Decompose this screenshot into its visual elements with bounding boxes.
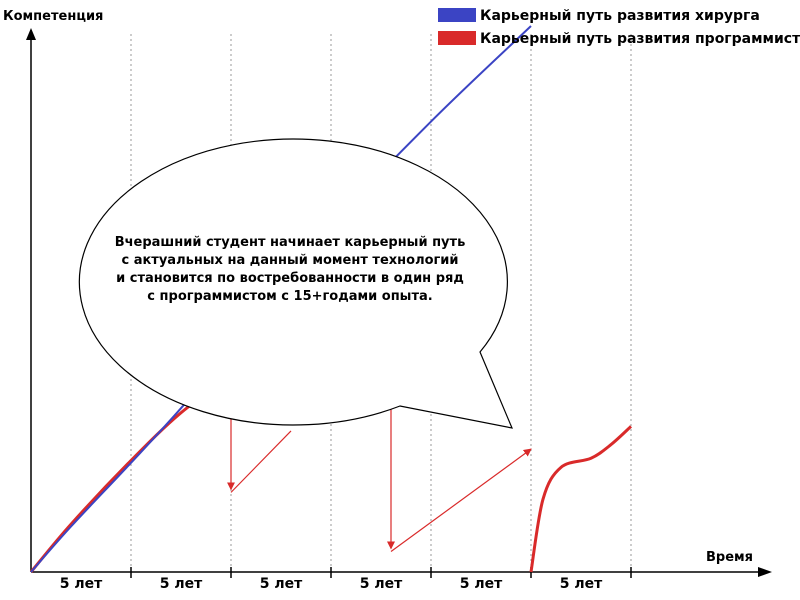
- bubble-text-line: с актуальных на данный момент технологий: [121, 253, 458, 268]
- x-ticks: 5 лет 5 лет 5 лет 5 лет 5 лет 5 лет: [60, 567, 632, 592]
- x-tick-label: 5 лет: [160, 576, 203, 592]
- legend-swatch-programmer: [438, 31, 476, 45]
- legend: Карьерный путь развития хирурга Карьерны…: [438, 8, 800, 47]
- x-tick-label: 5 лет: [260, 576, 303, 592]
- legend-label-surgeon: Карьерный путь развития хирурга: [480, 8, 760, 24]
- bubble-shape: [78, 138, 513, 429]
- x-tick-label: 5 лет: [460, 576, 503, 592]
- x-axis-arrow-icon: [758, 567, 772, 577]
- y-axis-label: Компетенция: [3, 9, 103, 24]
- x-axis-label: Время: [706, 550, 753, 565]
- annotation-bubble: Вчерашний студент начинает карьерный пут…: [78, 138, 513, 429]
- programmer-line-4: [529, 425, 633, 573]
- x-tick-label: 5 лет: [560, 576, 603, 592]
- x-tick-label: 5 лет: [60, 576, 103, 592]
- legend-swatch-surgeon: [438, 8, 476, 22]
- y-axis-arrow-icon: [26, 28, 36, 40]
- bubble-text-line: Вчерашний студент начинает карьерный пут…: [115, 235, 466, 250]
- x-tick-label: 5 лет: [360, 576, 403, 592]
- legend-label-programmer: Карьерный путь развития программиста: [480, 31, 800, 47]
- bubble-text: Вчерашний студент начинает карьерный пут…: [115, 235, 466, 304]
- programmer-line-2: [230, 430, 292, 493]
- programmer-line-3: [390, 448, 532, 553]
- bubble-text-line: и становится по востребованности в один …: [116, 271, 464, 286]
- bubble-text-line: с программистом с 15+годами опыта.: [147, 289, 432, 304]
